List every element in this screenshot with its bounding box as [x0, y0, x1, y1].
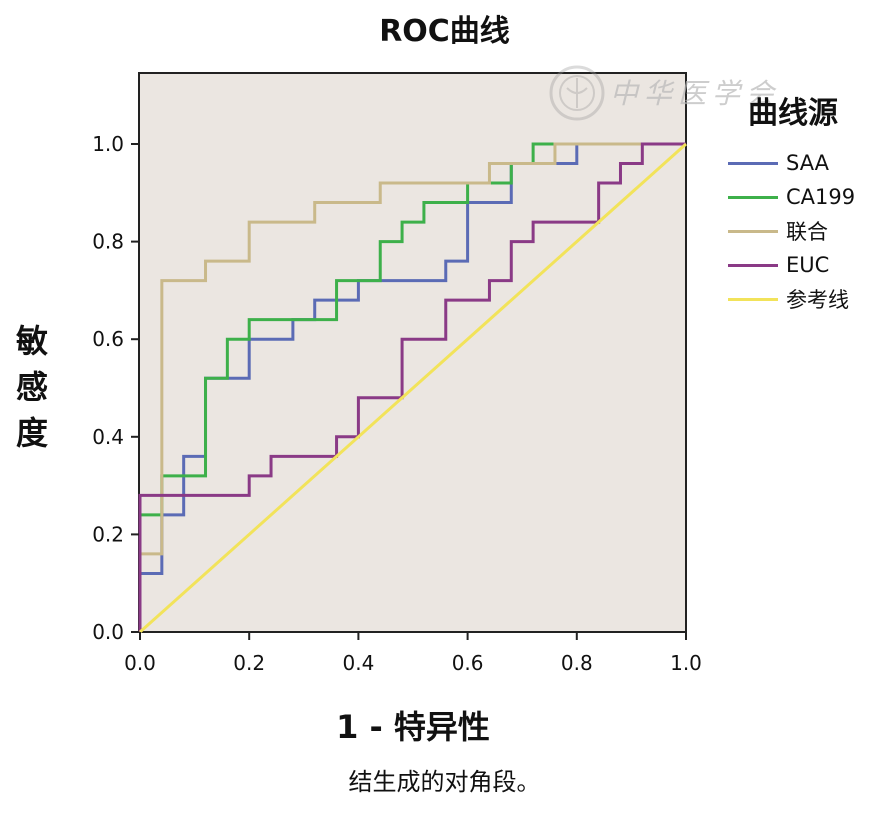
x-tick-label: 1.0 — [670, 651, 702, 675]
x-tick-label: 0.2 — [233, 651, 265, 675]
series-line-1 — [138, 142, 686, 632]
x-tick-label: 0.6 — [452, 651, 484, 675]
legend-item: CA199 — [728, 180, 855, 214]
legend-label: 参考线 — [786, 288, 849, 312]
plot-area — [138, 72, 687, 633]
series-line-3 — [138, 142, 686, 632]
legend-item: EUC — [728, 248, 855, 282]
legend: 曲线源 SAA CA199 联合 EUC 参考线 — [728, 88, 855, 316]
legend-title: 曲线源 — [748, 96, 838, 131]
legend-items: SAA CA199 联合 EUC 参考线 — [728, 146, 855, 316]
x-tick-label: 0.8 — [561, 651, 593, 675]
y-axis-label: 敏感度 — [15, 322, 48, 452]
x-axis-label: 1 - 特异性 — [336, 708, 490, 746]
legend-item: 联合 — [728, 214, 855, 248]
legend-label: 联合 — [786, 220, 828, 244]
chart-title: ROC曲线 — [379, 14, 510, 49]
legend-label: EUC — [786, 253, 830, 277]
caption: 结生成的对角段。 — [348, 768, 541, 796]
legend-swatch — [728, 195, 778, 199]
x-tick-label: 0.4 — [342, 651, 374, 675]
legend-swatch — [728, 263, 778, 267]
axes: 0.0 0.2 0.4 0.6 0.8 1.0 0.0 0.2 0.4 0.6 0.8 1.0 — [92, 132, 702, 675]
watermark-text: 中华医学会 — [610, 77, 781, 110]
legend-swatch — [728, 161, 778, 165]
y-tick-label: 0.6 — [92, 327, 124, 351]
legend-item: 参考线 — [728, 282, 855, 316]
legend-label: SAA — [786, 151, 830, 175]
legend-swatch — [728, 229, 778, 233]
y-tick-label: 0.0 — [92, 620, 124, 644]
roc-curves — [138, 142, 687, 634]
y-tick-label: 0.8 — [92, 230, 124, 254]
watermark-seal-icon — [548, 64, 606, 126]
series-line-4 — [139, 142, 687, 634]
legend-item: SAA — [728, 146, 855, 180]
y-tick-label: 0.2 — [92, 522, 124, 546]
series-line-2 — [138, 142, 686, 632]
y-tick-label: 0.4 — [92, 425, 124, 449]
legend-swatch — [728, 297, 778, 301]
y-tick-label: 1.0 — [92, 132, 124, 156]
legend-label: CA199 — [786, 185, 856, 209]
x-tick-label: 0.0 — [124, 651, 156, 675]
